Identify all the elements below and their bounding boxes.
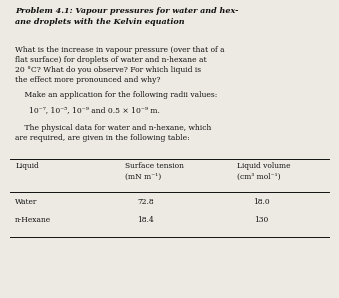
Text: 18.4: 18.4	[137, 216, 154, 224]
Text: Surface tension
(mN m⁻¹): Surface tension (mN m⁻¹)	[125, 162, 184, 181]
Text: The physical data for water and n-hexane, which
are required, are given in the f: The physical data for water and n-hexane…	[15, 124, 212, 142]
Text: 18.0: 18.0	[253, 198, 270, 206]
Text: Problem 4.1: Vapour pressures for water and hex-
ane droplets with the Kelvin eq: Problem 4.1: Vapour pressures for water …	[15, 7, 239, 26]
Text: 10⁻⁷, 10⁻⁵, 10⁻⁹ and 0.5 × 10⁻⁹ m.: 10⁻⁷, 10⁻⁵, 10⁻⁹ and 0.5 × 10⁻⁹ m.	[29, 106, 160, 114]
Text: 72.8: 72.8	[137, 198, 154, 206]
Text: Liquid volume
(cm³ mol⁻¹): Liquid volume (cm³ mol⁻¹)	[237, 162, 291, 181]
Text: Water: Water	[15, 198, 38, 206]
Text: What is the increase in vapour pressure (over that of a
flat surface) for drople: What is the increase in vapour pressure …	[15, 46, 225, 85]
Text: n-Hexane: n-Hexane	[15, 216, 52, 224]
Text: 130: 130	[254, 216, 268, 224]
Text: Make an application for the following radii values:: Make an application for the following ra…	[15, 91, 218, 99]
Text: Liquid: Liquid	[15, 162, 39, 170]
